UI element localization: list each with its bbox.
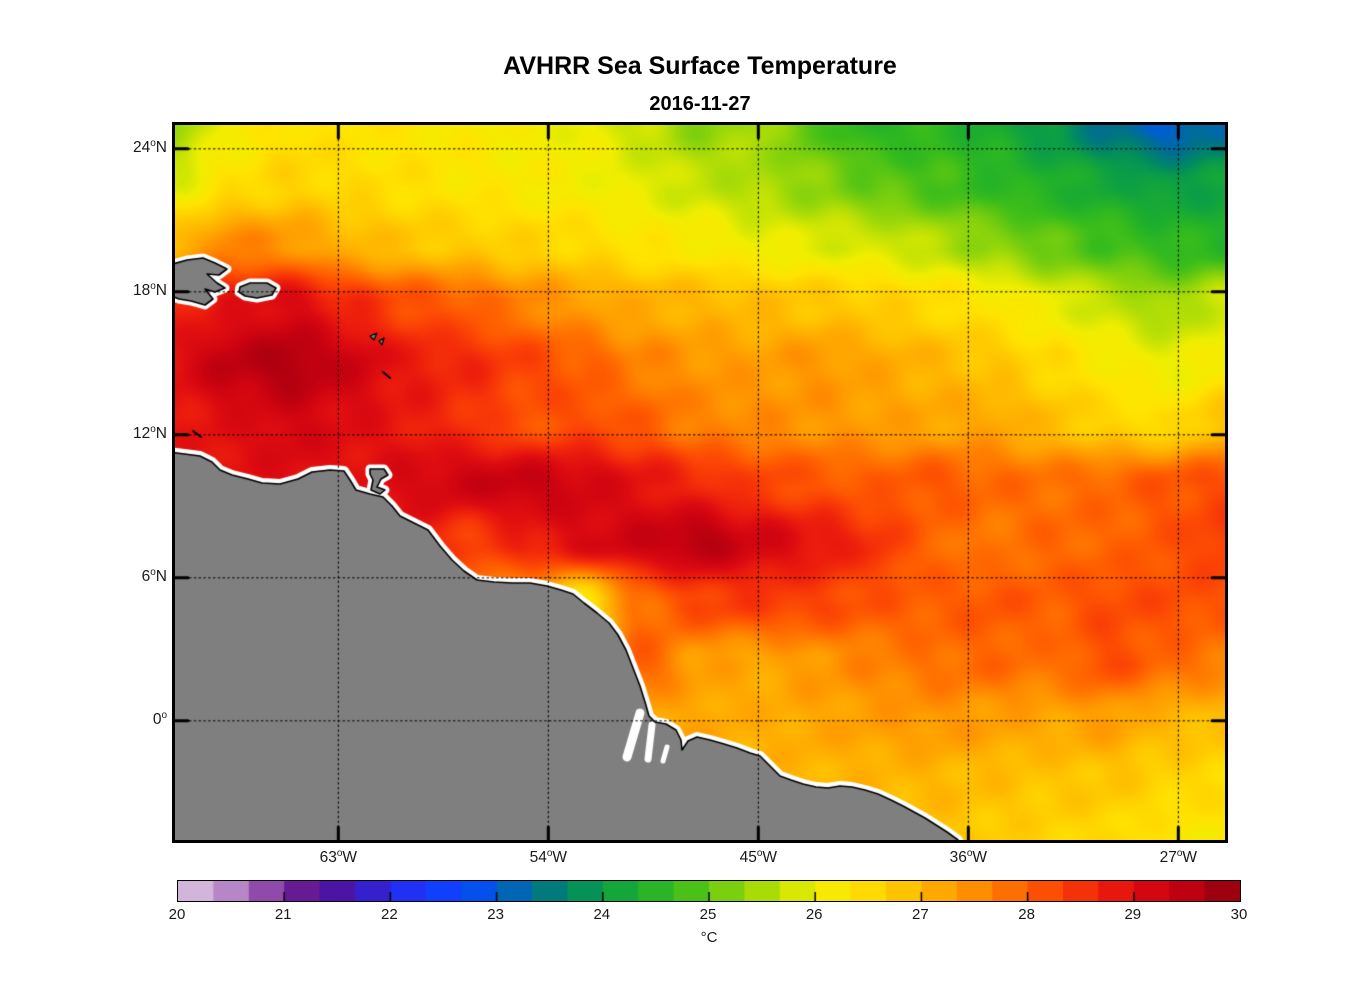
- degree-superscript: o: [756, 847, 763, 859]
- colorbar-units-label: °C: [700, 929, 718, 946]
- x-tick-label-3: 36oW: [949, 847, 988, 866]
- x-tick-label-0: 63oW: [319, 847, 358, 866]
- colorbar-tick-label-5: 25: [699, 906, 717, 923]
- y-tick-label-2: 12oN: [132, 423, 167, 442]
- colorbar-tick-label-3: 23: [487, 906, 504, 923]
- degree-superscript: o: [150, 280, 156, 292]
- degree-superscript: o: [150, 423, 156, 435]
- colorbar-tick-label-9: 29: [1124, 906, 1142, 923]
- y-tick-label-4: 0o: [152, 709, 167, 728]
- colorbar-tick-label-2: 22: [381, 906, 398, 923]
- x-tick-label-1: 54oW: [529, 847, 568, 866]
- colorbar-tick-label-10: 30: [1230, 906, 1248, 923]
- sst-map-canvas: [175, 125, 1225, 840]
- x-tick-label-4: 27oW: [1159, 847, 1198, 866]
- y-tick-label-0: 24oN: [132, 137, 167, 156]
- degree-superscript: o: [336, 847, 343, 859]
- y-tick-label-3: 6oN: [141, 566, 167, 585]
- colorbar-canvas: [178, 881, 1240, 901]
- colorbar-tick-label-6: 26: [805, 906, 823, 923]
- degree-superscript: o: [150, 137, 156, 149]
- chart-subtitle: 2016-11-27: [649, 93, 751, 115]
- y-tick-label-1: 18oN: [132, 280, 167, 299]
- colorbar-tick-label-4: 24: [593, 906, 611, 923]
- degree-superscript: o: [1176, 847, 1183, 859]
- x-tick-label-2: 45oW: [739, 847, 778, 866]
- colorbar-tick-label-7: 27: [912, 906, 929, 923]
- degree-superscript: o: [150, 566, 156, 578]
- chart-title: AVHRR Sea Surface Temperature: [503, 52, 897, 80]
- colorbar-tick-label-8: 28: [1018, 906, 1035, 923]
- degree-superscript: o: [546, 847, 553, 859]
- colorbar-tick-label-0: 20: [168, 906, 186, 923]
- degree-superscript: o: [966, 847, 973, 859]
- degree-superscript: o: [161, 709, 167, 721]
- colorbar-tick-label-1: 21: [274, 906, 292, 923]
